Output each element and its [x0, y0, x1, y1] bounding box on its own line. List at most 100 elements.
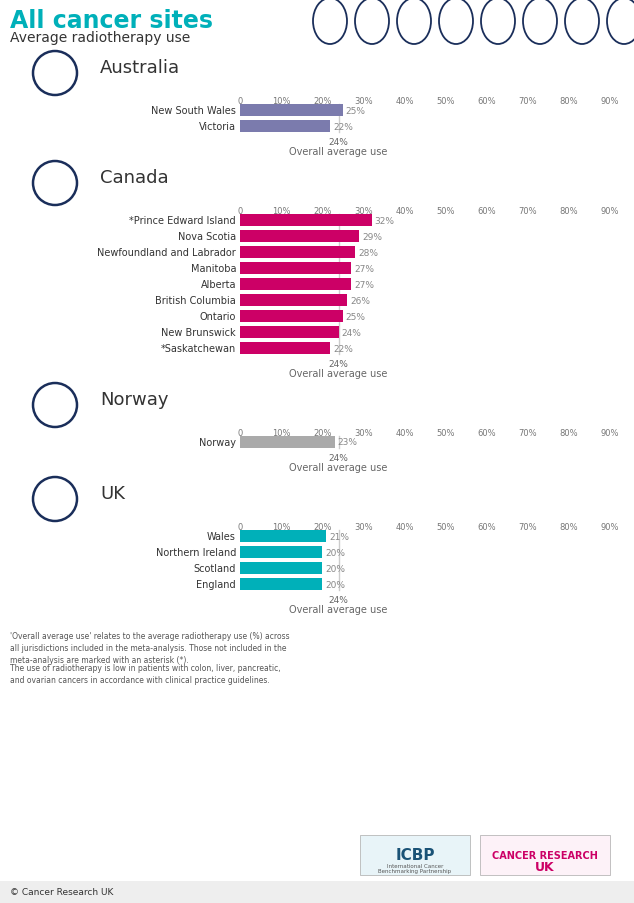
Bar [0, 881, 634, 903]
Text: 25%: 25% [346, 107, 366, 116]
Text: 24%: 24% [329, 595, 349, 604]
Text: © Cancer Research UK: © Cancer Research UK [10, 888, 113, 897]
Text: International Cancer
Benchmarking Partnership: International Cancer Benchmarking Partne… [378, 862, 451, 873]
Text: Manitoba: Manitoba [190, 264, 236, 274]
Text: New South Wales: New South Wales [151, 106, 236, 116]
Text: Norway: Norway [199, 438, 236, 448]
Text: 60%: 60% [477, 429, 496, 438]
Text: Canada: Canada [100, 169, 169, 187]
Text: 40%: 40% [395, 207, 414, 216]
Text: 27%: 27% [354, 265, 374, 274]
Text: 40%: 40% [395, 97, 414, 106]
Text: 50%: 50% [436, 429, 455, 438]
Text: 70%: 70% [519, 97, 537, 106]
Text: Overall average use: Overall average use [290, 368, 388, 378]
Bar [240, 578, 322, 591]
Text: 26%: 26% [350, 296, 370, 305]
Text: 0: 0 [237, 207, 243, 216]
Text: Overall average use: Overall average use [290, 147, 388, 157]
Bar [240, 530, 327, 543]
Text: Wales: Wales [207, 531, 236, 542]
Text: 0: 0 [237, 429, 243, 438]
Text: 70%: 70% [519, 207, 537, 216]
Bar [240, 121, 330, 133]
Text: 60%: 60% [477, 523, 496, 531]
Text: 29%: 29% [362, 232, 382, 241]
Text: Nova Scotia: Nova Scotia [178, 232, 236, 242]
Text: 40%: 40% [395, 429, 414, 438]
Text: 20%: 20% [313, 429, 332, 438]
Text: 80%: 80% [560, 523, 578, 531]
Text: UK: UK [100, 485, 125, 502]
Text: All cancer sites: All cancer sites [10, 9, 213, 33]
Text: *Prince Edward Island: *Prince Edward Island [129, 216, 236, 226]
Bar [360, 835, 470, 875]
Bar [240, 231, 359, 243]
Bar [240, 342, 330, 355]
Text: 90%: 90% [601, 97, 619, 106]
Text: 22%: 22% [333, 123, 353, 131]
Bar [240, 105, 343, 116]
Text: 80%: 80% [560, 97, 578, 106]
Text: Alberta: Alberta [200, 280, 236, 290]
Bar [480, 835, 610, 875]
Text: Average radiotherapy use: Average radiotherapy use [10, 31, 190, 45]
Text: 28%: 28% [358, 248, 378, 257]
Bar [240, 294, 347, 307]
Text: 60%: 60% [477, 207, 496, 216]
Text: 80%: 80% [560, 429, 578, 438]
Text: 10%: 10% [272, 207, 290, 216]
Text: 90%: 90% [601, 207, 619, 216]
Text: 10%: 10% [272, 429, 290, 438]
Text: Scotland: Scotland [193, 563, 236, 573]
Text: *Saskatchewan: *Saskatchewan [161, 344, 236, 354]
Text: 80%: 80% [560, 207, 578, 216]
Text: New Brunswick: New Brunswick [162, 328, 236, 338]
Text: 30%: 30% [354, 97, 373, 106]
Bar [240, 247, 355, 259]
Text: CANCER RESEARCH: CANCER RESEARCH [492, 850, 598, 860]
Bar [240, 436, 335, 449]
Text: Australia: Australia [100, 59, 180, 77]
Text: 10%: 10% [272, 97, 290, 106]
Bar [240, 263, 351, 275]
Text: UK: UK [535, 861, 555, 873]
Text: England: England [197, 580, 236, 590]
Text: 30%: 30% [354, 523, 373, 531]
Text: 30%: 30% [354, 429, 373, 438]
Text: 50%: 50% [436, 97, 455, 106]
Bar [240, 215, 372, 227]
Text: 27%: 27% [354, 280, 374, 289]
Text: Northern Ireland: Northern Ireland [155, 547, 236, 557]
Text: 0: 0 [237, 523, 243, 531]
Text: Overall average use: Overall average use [290, 604, 388, 614]
Text: British Columbia: British Columbia [155, 295, 236, 305]
Text: 24%: 24% [342, 328, 361, 337]
Text: The use of radiotherapy is low in patients with colon, liver, pancreatic,
and ov: The use of radiotherapy is low in patien… [10, 664, 281, 684]
Text: 90%: 90% [601, 523, 619, 531]
Text: 20%: 20% [325, 548, 346, 557]
Text: 0: 0 [237, 97, 243, 106]
Text: Victoria: Victoria [199, 122, 236, 132]
Text: 32%: 32% [375, 216, 394, 225]
Text: 20%: 20% [313, 207, 332, 216]
Text: 24%: 24% [329, 359, 349, 368]
Text: 90%: 90% [601, 429, 619, 438]
Text: Overall average use: Overall average use [290, 462, 388, 472]
Text: ICBP: ICBP [395, 848, 435, 862]
Text: 'Overall average use' relates to the average radiotherapy use (%) across
all jur: 'Overall average use' relates to the ave… [10, 631, 290, 664]
Text: 20%: 20% [313, 97, 332, 106]
Bar [240, 563, 322, 574]
Bar [240, 546, 322, 558]
Text: 20%: 20% [313, 523, 332, 531]
Text: 23%: 23% [337, 438, 358, 447]
Text: 70%: 70% [519, 523, 537, 531]
Text: 22%: 22% [333, 344, 353, 353]
Bar [240, 327, 339, 339]
Text: 40%: 40% [395, 523, 414, 531]
Text: 30%: 30% [354, 207, 373, 216]
Text: 10%: 10% [272, 523, 290, 531]
Text: 70%: 70% [519, 429, 537, 438]
Text: Ontario: Ontario [200, 312, 236, 321]
Text: 60%: 60% [477, 97, 496, 106]
